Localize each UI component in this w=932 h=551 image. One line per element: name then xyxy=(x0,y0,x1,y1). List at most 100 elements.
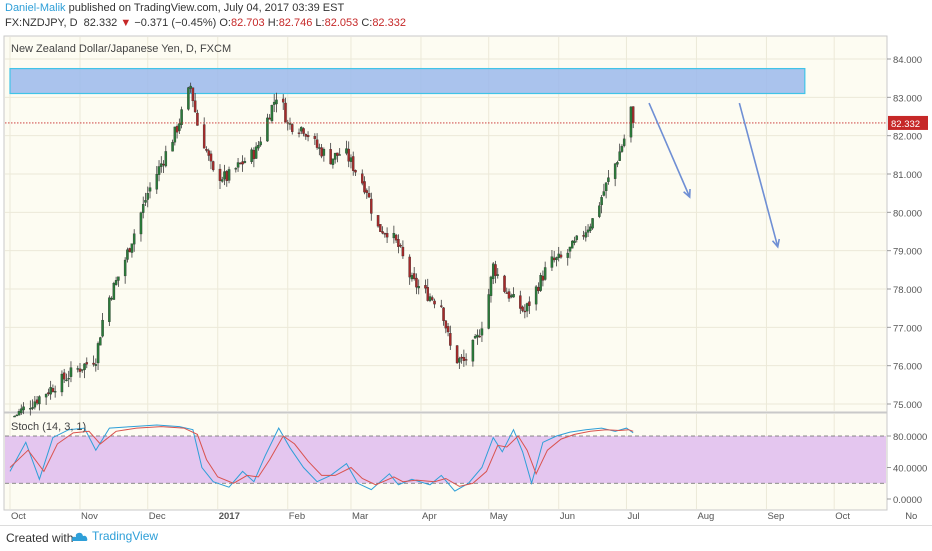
candle-body xyxy=(266,117,269,142)
candle-body xyxy=(291,124,294,132)
candle-body xyxy=(85,362,89,365)
candle-body xyxy=(236,162,240,168)
candle-body xyxy=(401,246,405,257)
open-label: O: xyxy=(219,17,231,29)
tradingview-cloud-icon xyxy=(72,532,88,541)
candle-body xyxy=(591,218,594,229)
forecast-arrow-line xyxy=(738,102,779,248)
candle-body xyxy=(108,297,111,322)
candle-body xyxy=(523,310,527,313)
candle-body xyxy=(155,174,159,190)
close-label: C: xyxy=(361,17,373,29)
candle-body xyxy=(392,232,396,239)
candle-body xyxy=(381,231,384,234)
time-axis-label: Oct xyxy=(835,511,850,522)
time-axis-label: Jul xyxy=(627,511,639,522)
time-axis-label: 2017 xyxy=(219,511,240,522)
candle-body xyxy=(519,295,522,309)
price-axis-label: 76.000 xyxy=(893,362,922,373)
candle-body xyxy=(284,102,287,123)
tradingview-logo[interactable]: TradingView xyxy=(70,529,158,543)
publish-info: Daniel-Malik published on TradingView.co… xyxy=(5,2,344,14)
candle-body xyxy=(202,124,206,149)
stoch-indicator xyxy=(5,424,886,492)
candle-body xyxy=(297,132,301,134)
candle-body xyxy=(101,319,104,337)
candle-body xyxy=(573,240,576,243)
candle-body xyxy=(171,142,174,152)
candle-body xyxy=(607,177,610,182)
candle-body xyxy=(146,193,149,200)
grid-lines xyxy=(5,37,886,509)
candle-body xyxy=(173,126,177,143)
candle-body xyxy=(20,408,23,414)
candle-body xyxy=(512,294,515,298)
candle-body xyxy=(221,179,224,182)
candle-body xyxy=(489,276,493,296)
candle-body xyxy=(496,274,499,276)
candle-body xyxy=(566,252,569,258)
time-axis[interactable]: Oct Nov Dec 2017 Feb Mar Apr May Jun Jul Aug Sep Oct… xyxy=(11,511,917,522)
time-axis-label: Oct xyxy=(11,511,26,522)
candle-body xyxy=(408,256,411,278)
candle-body xyxy=(354,170,357,173)
candle-body xyxy=(259,141,262,146)
forecast-arrows[interactable] xyxy=(648,102,781,249)
candle-body xyxy=(598,205,601,217)
candlestick-series xyxy=(5,82,886,418)
price-axis-label: 83.000 xyxy=(893,93,922,104)
stoch-d-line xyxy=(9,426,634,487)
candle-body xyxy=(275,99,278,105)
candle-body xyxy=(412,273,416,279)
candle-body xyxy=(613,163,617,179)
author-link[interactable]: Daniel-Malik xyxy=(5,2,66,14)
candle-body xyxy=(557,253,560,259)
price-axis-label: 81.000 xyxy=(893,170,922,181)
candle-body xyxy=(128,248,131,252)
candle-body xyxy=(363,181,366,193)
candle-body xyxy=(178,123,181,131)
open-value: 82.703 xyxy=(230,17,265,29)
candle-body xyxy=(49,387,52,395)
candle-body xyxy=(428,296,432,301)
price-pane[interactable] xyxy=(3,35,888,413)
candle-body xyxy=(351,156,355,171)
candle-body xyxy=(528,301,531,306)
candle-body xyxy=(347,148,350,162)
candle-body xyxy=(47,392,50,395)
candle-body xyxy=(575,235,579,240)
candle-body xyxy=(141,204,145,213)
price-axis-label: 79.000 xyxy=(893,247,922,258)
candle-body xyxy=(17,411,21,416)
candle-body xyxy=(126,249,129,260)
candle-body xyxy=(123,259,127,277)
candle-body xyxy=(53,391,57,393)
candle-body xyxy=(139,212,143,235)
candle-body xyxy=(539,275,542,291)
time-axis-label: Apr xyxy=(422,511,437,522)
resistance-zone[interactable] xyxy=(9,67,806,95)
candle-body xyxy=(99,337,102,346)
candle-body xyxy=(586,229,590,233)
price-axis[interactable]: 84.000 83.000 82.000 81.000 80.000 79.000 78.0… xyxy=(887,55,928,506)
candle-body xyxy=(494,264,497,276)
close-value: 82.332 xyxy=(372,17,406,29)
candle-body xyxy=(444,320,448,329)
candle-body xyxy=(315,139,319,148)
candle-body xyxy=(164,151,168,167)
chart-canvas[interactable]: 84.000 83.000 82.000 81.000 80.000 79.000 78.0… xyxy=(0,32,932,525)
candle-body xyxy=(223,171,226,180)
candle-body xyxy=(83,363,86,370)
candle-body xyxy=(471,339,475,362)
candle-body xyxy=(559,254,563,258)
candle-body xyxy=(442,307,445,321)
candle-body xyxy=(157,166,161,175)
candle-body xyxy=(424,285,427,289)
candle-body xyxy=(193,100,197,113)
candle-body xyxy=(132,233,136,245)
candle-body xyxy=(410,275,414,280)
candle-body xyxy=(302,128,305,134)
candle-body xyxy=(29,408,32,410)
candle-body xyxy=(288,123,292,125)
candle-body xyxy=(96,343,100,364)
